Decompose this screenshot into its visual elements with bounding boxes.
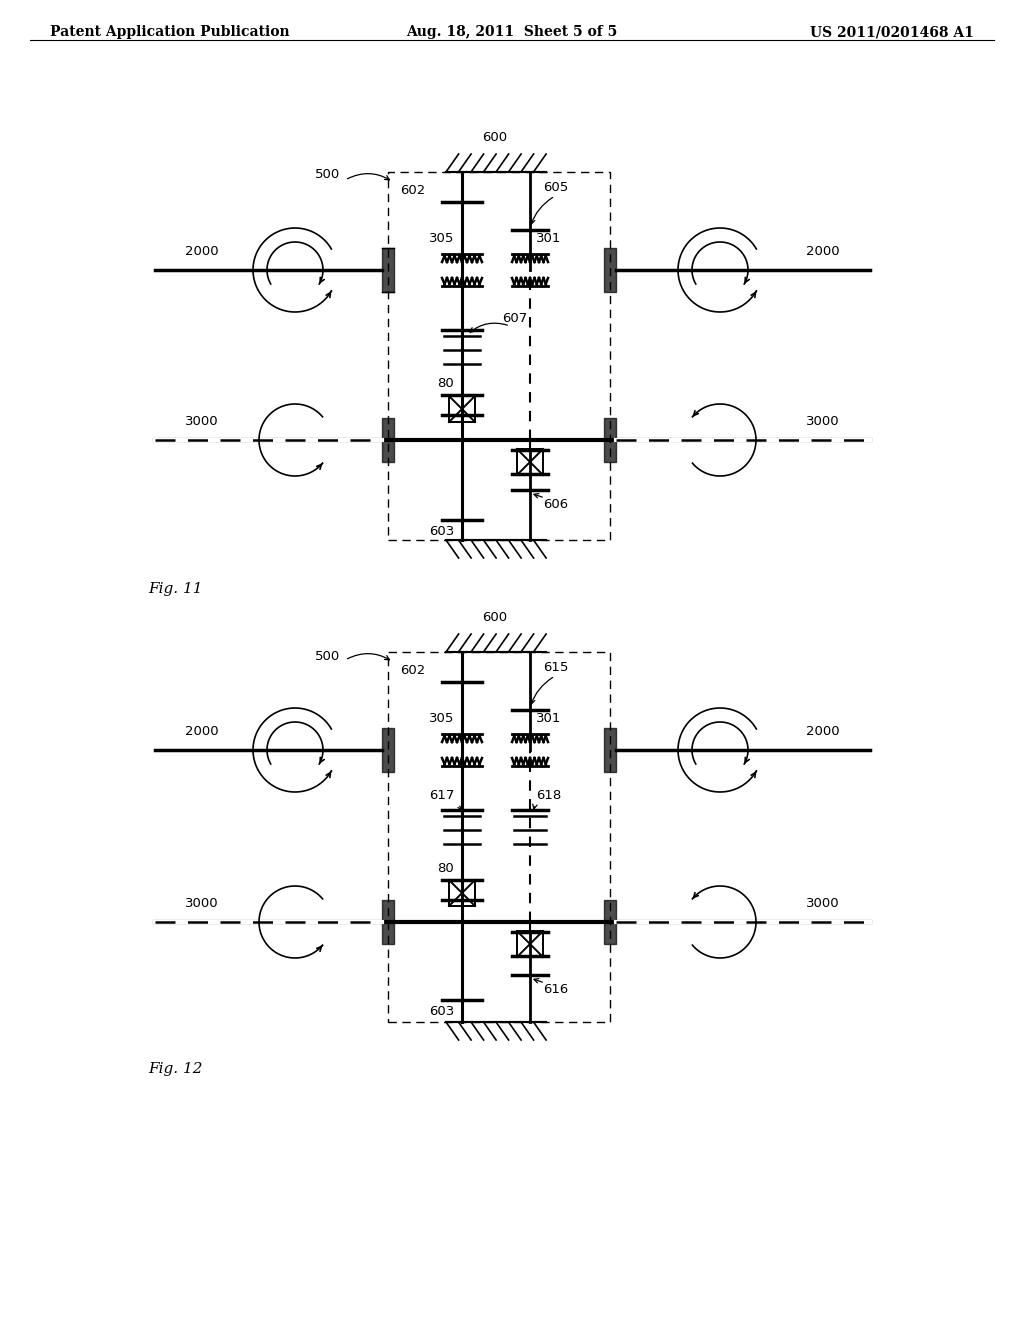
- Text: Fig. 12: Fig. 12: [148, 1063, 203, 1076]
- Text: 80: 80: [437, 862, 454, 875]
- Text: 616: 616: [543, 983, 568, 997]
- Text: 617: 617: [429, 789, 454, 803]
- Bar: [517, 931, 543, 957]
- Text: 301: 301: [536, 711, 561, 725]
- Text: 607: 607: [502, 312, 527, 325]
- Text: 602: 602: [400, 664, 425, 677]
- Bar: [449, 396, 475, 422]
- Text: 301: 301: [536, 232, 561, 246]
- Text: 2000: 2000: [185, 725, 219, 738]
- Text: 603: 603: [429, 1005, 454, 1018]
- Text: 2000: 2000: [806, 725, 840, 738]
- Text: Aug. 18, 2011  Sheet 5 of 5: Aug. 18, 2011 Sheet 5 of 5: [407, 25, 617, 40]
- Text: 615: 615: [543, 661, 568, 675]
- Text: 600: 600: [482, 131, 508, 144]
- Text: 3000: 3000: [185, 898, 219, 909]
- Bar: [517, 449, 543, 475]
- Text: 3000: 3000: [806, 898, 840, 909]
- Text: 305: 305: [429, 232, 454, 246]
- Text: 80: 80: [437, 378, 454, 389]
- Text: 305: 305: [429, 711, 454, 725]
- Text: 2000: 2000: [185, 246, 219, 257]
- Text: 3000: 3000: [806, 414, 840, 428]
- Text: 602: 602: [400, 183, 425, 197]
- Text: Patent Application Publication: Patent Application Publication: [50, 25, 290, 40]
- Text: 2000: 2000: [806, 246, 840, 257]
- Text: Fig. 11: Fig. 11: [148, 582, 203, 597]
- Text: 500: 500: [314, 169, 340, 181]
- Text: US 2011/0201468 A1: US 2011/0201468 A1: [810, 25, 974, 40]
- Text: 603: 603: [429, 525, 454, 539]
- Text: 605: 605: [543, 181, 568, 194]
- Text: 618: 618: [536, 789, 561, 803]
- Bar: [449, 880, 475, 906]
- Text: 606: 606: [543, 498, 568, 511]
- Text: 600: 600: [482, 611, 508, 624]
- Text: 500: 500: [314, 651, 340, 664]
- Text: 3000: 3000: [185, 414, 219, 428]
